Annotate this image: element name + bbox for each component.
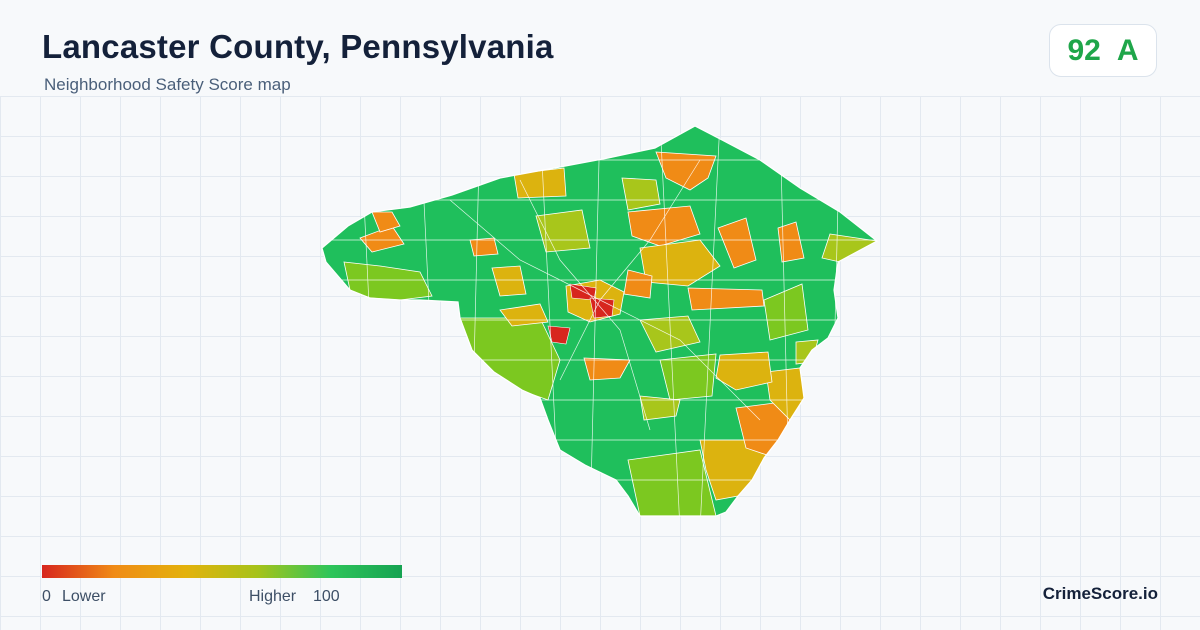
region-north-yellow-2 [621,177,661,211]
page-subtitle: Neighborhood Safety Score map [44,75,291,94]
region-west-yellow [469,237,499,257]
region-city-red-2 [589,297,615,319]
region-west-orange [371,211,401,233]
region-central-east-orange [623,269,653,299]
region-north-yellow-1 [513,167,567,199]
county-base [322,126,877,516]
region-south-lime-2 [639,395,681,421]
legend-min-label: 0 [42,588,51,605]
legend-high-label: Higher [249,588,297,605]
region-southwest-yellow [499,303,549,327]
region-north-orange-1 [655,151,717,191]
region-northeast-orange-2 [777,221,805,263]
region-south-city-orange [583,357,631,381]
region-east-lime [763,283,809,341]
region-central-west-yellow [491,265,527,297]
brand-logo-text[interactable]: CrimeScore.io [1042,584,1158,603]
legend-low-label: Lower [62,588,106,605]
safety-grade: A [1116,33,1139,67]
region-east-lime-2 [795,339,819,365]
county-outline [321,125,879,517]
legend-gradient-bar [42,565,402,578]
county-choropleth-map[interactable] [0,96,1200,630]
safety-score-value: 92 [1067,33,1101,67]
region-southern-tip [627,449,717,516]
county-regions [322,126,877,516]
region-south-central-lime [659,353,717,401]
safety-score-badge: 92 A [1049,24,1157,77]
region-northeast-orange-1 [717,217,757,269]
region-east-central-orange [687,287,765,311]
region-central-yellow [535,209,591,253]
legend-max-label: 100 [313,588,340,605]
page-title: Lancaster County, Pennsylvania [42,28,554,65]
region-east-yellow-1 [715,351,773,391]
region-central-lime [639,315,701,353]
